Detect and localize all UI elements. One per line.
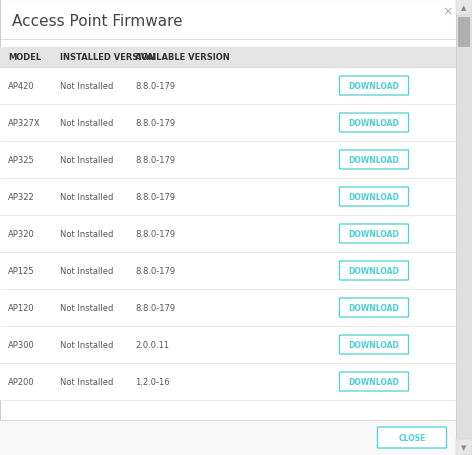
Text: Not Installed: Not Installed [60,340,113,349]
Bar [0,105,456,142]
Text: 8.8.0-179: 8.8.0-179 [135,192,175,202]
Text: ×: × [443,5,453,19]
Bar [456,439,472,455]
Text: MODEL: MODEL [8,53,41,62]
Bar [0,253,456,289]
Text: 2.0.0.11: 2.0.0.11 [135,340,169,349]
Text: AP322: AP322 [8,192,35,202]
Text: DOWNLOAD: DOWNLOAD [348,303,399,312]
Text: ▲: ▲ [461,5,467,11]
Text: AP327X: AP327X [8,119,41,128]
Text: 8.8.0-179: 8.8.0-179 [135,156,175,165]
Bar [0,363,456,400]
FancyBboxPatch shape [339,335,408,354]
Bar [458,18,470,48]
Text: DOWNLOAD: DOWNLOAD [348,192,399,202]
FancyBboxPatch shape [378,427,447,448]
Bar [456,0,472,455]
FancyBboxPatch shape [339,187,408,207]
Text: DOWNLOAD: DOWNLOAD [348,267,399,275]
FancyBboxPatch shape [339,298,408,317]
Bar [456,0,472,16]
Text: AP325: AP325 [8,156,35,165]
FancyBboxPatch shape [339,224,408,243]
Text: 8.8.0-179: 8.8.0-179 [135,119,175,128]
Text: 8.8.0-179: 8.8.0-179 [135,82,175,91]
Bar [0,142,456,179]
Text: AP420: AP420 [8,82,34,91]
Text: DOWNLOAD: DOWNLOAD [348,82,399,91]
Bar [0,216,456,253]
Text: DOWNLOAD: DOWNLOAD [348,119,399,128]
FancyBboxPatch shape [339,262,408,280]
Text: Not Installed: Not Installed [60,119,113,128]
Text: 8.8.0-179: 8.8.0-179 [135,229,175,238]
Bar [0,289,456,326]
Text: DOWNLOAD: DOWNLOAD [348,156,399,165]
Text: CLOSE: CLOSE [398,433,426,442]
Text: AP125: AP125 [8,267,34,275]
Text: AP300: AP300 [8,340,35,349]
Text: AP120: AP120 [8,303,34,312]
Bar [0,68,456,105]
Text: 1.2.0-16: 1.2.0-16 [135,377,169,386]
Bar [0,326,456,363]
FancyBboxPatch shape [339,114,408,133]
Text: INSTALLED VERSION: INSTALLED VERSION [60,53,155,62]
Bar [0,420,456,455]
Text: Not Installed: Not Installed [60,156,113,165]
FancyBboxPatch shape [339,151,408,170]
Text: Not Installed: Not Installed [60,229,113,238]
Text: AP200: AP200 [8,377,34,386]
Text: Not Installed: Not Installed [60,192,113,202]
Bar [0,48,456,68]
Text: AP320: AP320 [8,229,35,238]
Text: AVAILABLE VERSION: AVAILABLE VERSION [135,53,230,62]
Text: Not Installed: Not Installed [60,267,113,275]
Text: DOWNLOAD: DOWNLOAD [348,340,399,349]
Text: Not Installed: Not Installed [60,303,113,312]
Text: DOWNLOAD: DOWNLOAD [348,377,399,386]
FancyBboxPatch shape [339,77,408,96]
Text: 8.8.0-179: 8.8.0-179 [135,267,175,275]
Text: 8.8.0-179: 8.8.0-179 [135,303,175,312]
FancyBboxPatch shape [339,372,408,391]
Text: DOWNLOAD: DOWNLOAD [348,229,399,238]
Text: ▼: ▼ [461,444,467,450]
Text: Not Installed: Not Installed [60,82,113,91]
Text: Not Installed: Not Installed [60,377,113,386]
Bar [0,179,456,216]
Text: Access Point Firmware: Access Point Firmware [12,15,183,30]
